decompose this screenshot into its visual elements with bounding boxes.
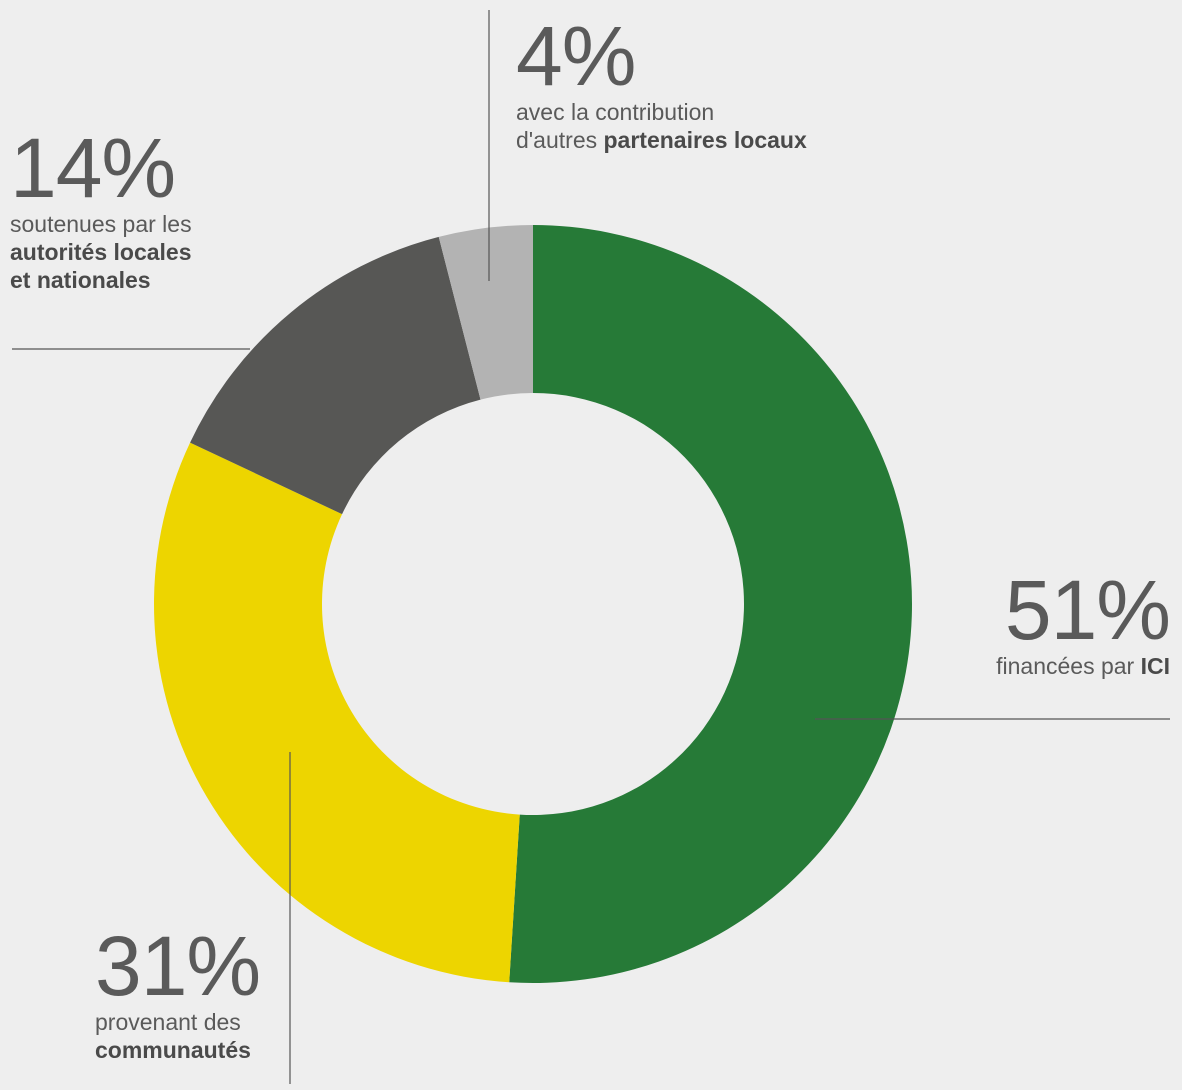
donut-slice-ici [509, 225, 912, 983]
donut-slice-authorities [190, 236, 481, 515]
donut-slice-partners [438, 225, 533, 400]
slice-label-partners: 4% [516, 9, 636, 103]
donut-slice-communities [154, 442, 520, 983]
callout-ici: 51% financées par ICI [996, 563, 1171, 680]
slice-desc-communities: provenant des communautés [95, 1009, 251, 1063]
slice-desc-authorities: soutenues par les autorités locales et n… [10, 211, 192, 293]
slice-label-authorities: 14% [10, 121, 176, 215]
slice-label-ici: 51% [1004, 563, 1171, 657]
callout-communities: 31% provenant des communautés [95, 919, 261, 1064]
slice-label-communities: 31% [95, 919, 261, 1013]
slice-desc-partners: avec la contribution d'autres partenaire… [516, 99, 807, 153]
callout-authorities: 14% soutenues par les autorités locales … [10, 126, 192, 294]
slice-desc-ici: financées par ICI [996, 653, 1170, 679]
callout-partners: 4% avec la contribution d'autres partena… [516, 14, 807, 154]
